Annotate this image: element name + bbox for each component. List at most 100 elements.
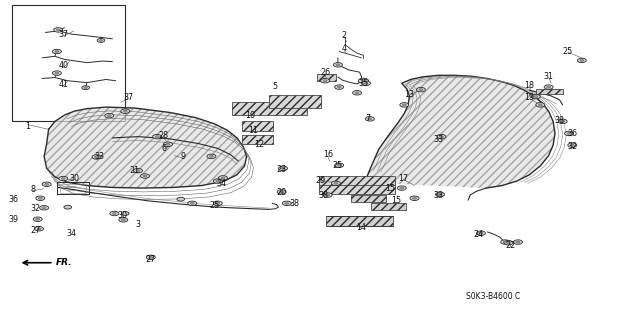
- Circle shape: [92, 155, 101, 159]
- Circle shape: [570, 144, 574, 146]
- Circle shape: [56, 29, 60, 31]
- Bar: [242, 135, 273, 144]
- Circle shape: [503, 241, 508, 243]
- Bar: [12, 5, 125, 122]
- Circle shape: [281, 167, 285, 169]
- Circle shape: [334, 182, 338, 184]
- Circle shape: [323, 193, 332, 197]
- Text: 2: 2: [342, 31, 347, 40]
- Circle shape: [122, 219, 125, 221]
- Text: 3: 3: [136, 220, 141, 229]
- Circle shape: [577, 58, 586, 63]
- Circle shape: [479, 232, 483, 234]
- Bar: [319, 176, 396, 185]
- Circle shape: [143, 175, 147, 177]
- Text: 27: 27: [146, 255, 156, 264]
- Circle shape: [54, 28, 63, 32]
- Text: 26: 26: [320, 68, 330, 77]
- Circle shape: [55, 50, 59, 53]
- Text: 21: 21: [130, 166, 140, 175]
- Circle shape: [42, 207, 46, 209]
- Text: 25: 25: [563, 47, 573, 56]
- Bar: [269, 95, 321, 108]
- Circle shape: [332, 181, 340, 186]
- Circle shape: [547, 86, 550, 88]
- Circle shape: [285, 202, 289, 204]
- Circle shape: [536, 103, 545, 107]
- Circle shape: [506, 242, 511, 244]
- Text: 37: 37: [124, 93, 134, 102]
- Circle shape: [438, 193, 442, 196]
- Text: 38: 38: [289, 199, 300, 208]
- Circle shape: [153, 134, 162, 139]
- Circle shape: [45, 183, 49, 185]
- Circle shape: [213, 201, 222, 205]
- Circle shape: [59, 176, 68, 181]
- Circle shape: [84, 87, 87, 89]
- Circle shape: [564, 131, 573, 136]
- Circle shape: [516, 241, 520, 243]
- Circle shape: [122, 211, 129, 215]
- Circle shape: [580, 59, 584, 61]
- Circle shape: [110, 211, 119, 216]
- Text: 10: 10: [244, 111, 255, 120]
- Circle shape: [164, 142, 173, 146]
- Text: 30: 30: [69, 174, 79, 183]
- Circle shape: [400, 103, 409, 107]
- Circle shape: [365, 117, 374, 121]
- Text: 25: 25: [209, 201, 220, 210]
- Circle shape: [177, 197, 184, 201]
- Circle shape: [52, 71, 61, 75]
- Circle shape: [121, 109, 130, 114]
- Text: 30: 30: [117, 211, 127, 219]
- Circle shape: [567, 132, 571, 134]
- Circle shape: [538, 104, 542, 106]
- Circle shape: [213, 179, 222, 183]
- Circle shape: [321, 78, 330, 83]
- Circle shape: [97, 39, 105, 42]
- Polygon shape: [365, 75, 555, 188]
- Text: 24: 24: [474, 230, 483, 239]
- Circle shape: [37, 228, 41, 230]
- Circle shape: [500, 240, 509, 244]
- Circle shape: [64, 205, 72, 209]
- Text: 38: 38: [554, 116, 564, 125]
- Text: 34: 34: [66, 229, 76, 238]
- Text: 5: 5: [273, 82, 278, 91]
- Text: 18: 18: [524, 81, 534, 90]
- Circle shape: [38, 197, 42, 199]
- Text: 1: 1: [25, 122, 30, 131]
- Text: 11: 11: [248, 126, 258, 135]
- Circle shape: [36, 218, 40, 220]
- Circle shape: [323, 80, 327, 82]
- Circle shape: [335, 163, 344, 167]
- Text: 41: 41: [58, 80, 68, 89]
- Text: 33: 33: [95, 152, 105, 161]
- Text: 33: 33: [433, 135, 443, 144]
- Circle shape: [337, 164, 341, 166]
- Circle shape: [333, 63, 342, 67]
- Circle shape: [61, 178, 65, 180]
- Circle shape: [397, 186, 406, 190]
- Text: 7: 7: [365, 114, 371, 123]
- Circle shape: [216, 202, 220, 204]
- Text: 36: 36: [567, 129, 577, 138]
- Text: 20: 20: [276, 188, 287, 197]
- Circle shape: [282, 201, 291, 205]
- Polygon shape: [44, 107, 246, 188]
- Circle shape: [35, 226, 44, 231]
- Circle shape: [568, 143, 577, 147]
- Circle shape: [190, 202, 195, 204]
- Bar: [242, 122, 273, 131]
- Circle shape: [410, 196, 419, 200]
- Circle shape: [335, 85, 344, 89]
- Circle shape: [278, 166, 287, 171]
- Circle shape: [218, 176, 227, 180]
- Text: 17: 17: [398, 174, 408, 183]
- Circle shape: [558, 119, 567, 123]
- Circle shape: [504, 241, 513, 245]
- Bar: [536, 89, 563, 94]
- Bar: [232, 102, 307, 115]
- Circle shape: [336, 64, 340, 66]
- Text: 15: 15: [385, 184, 396, 193]
